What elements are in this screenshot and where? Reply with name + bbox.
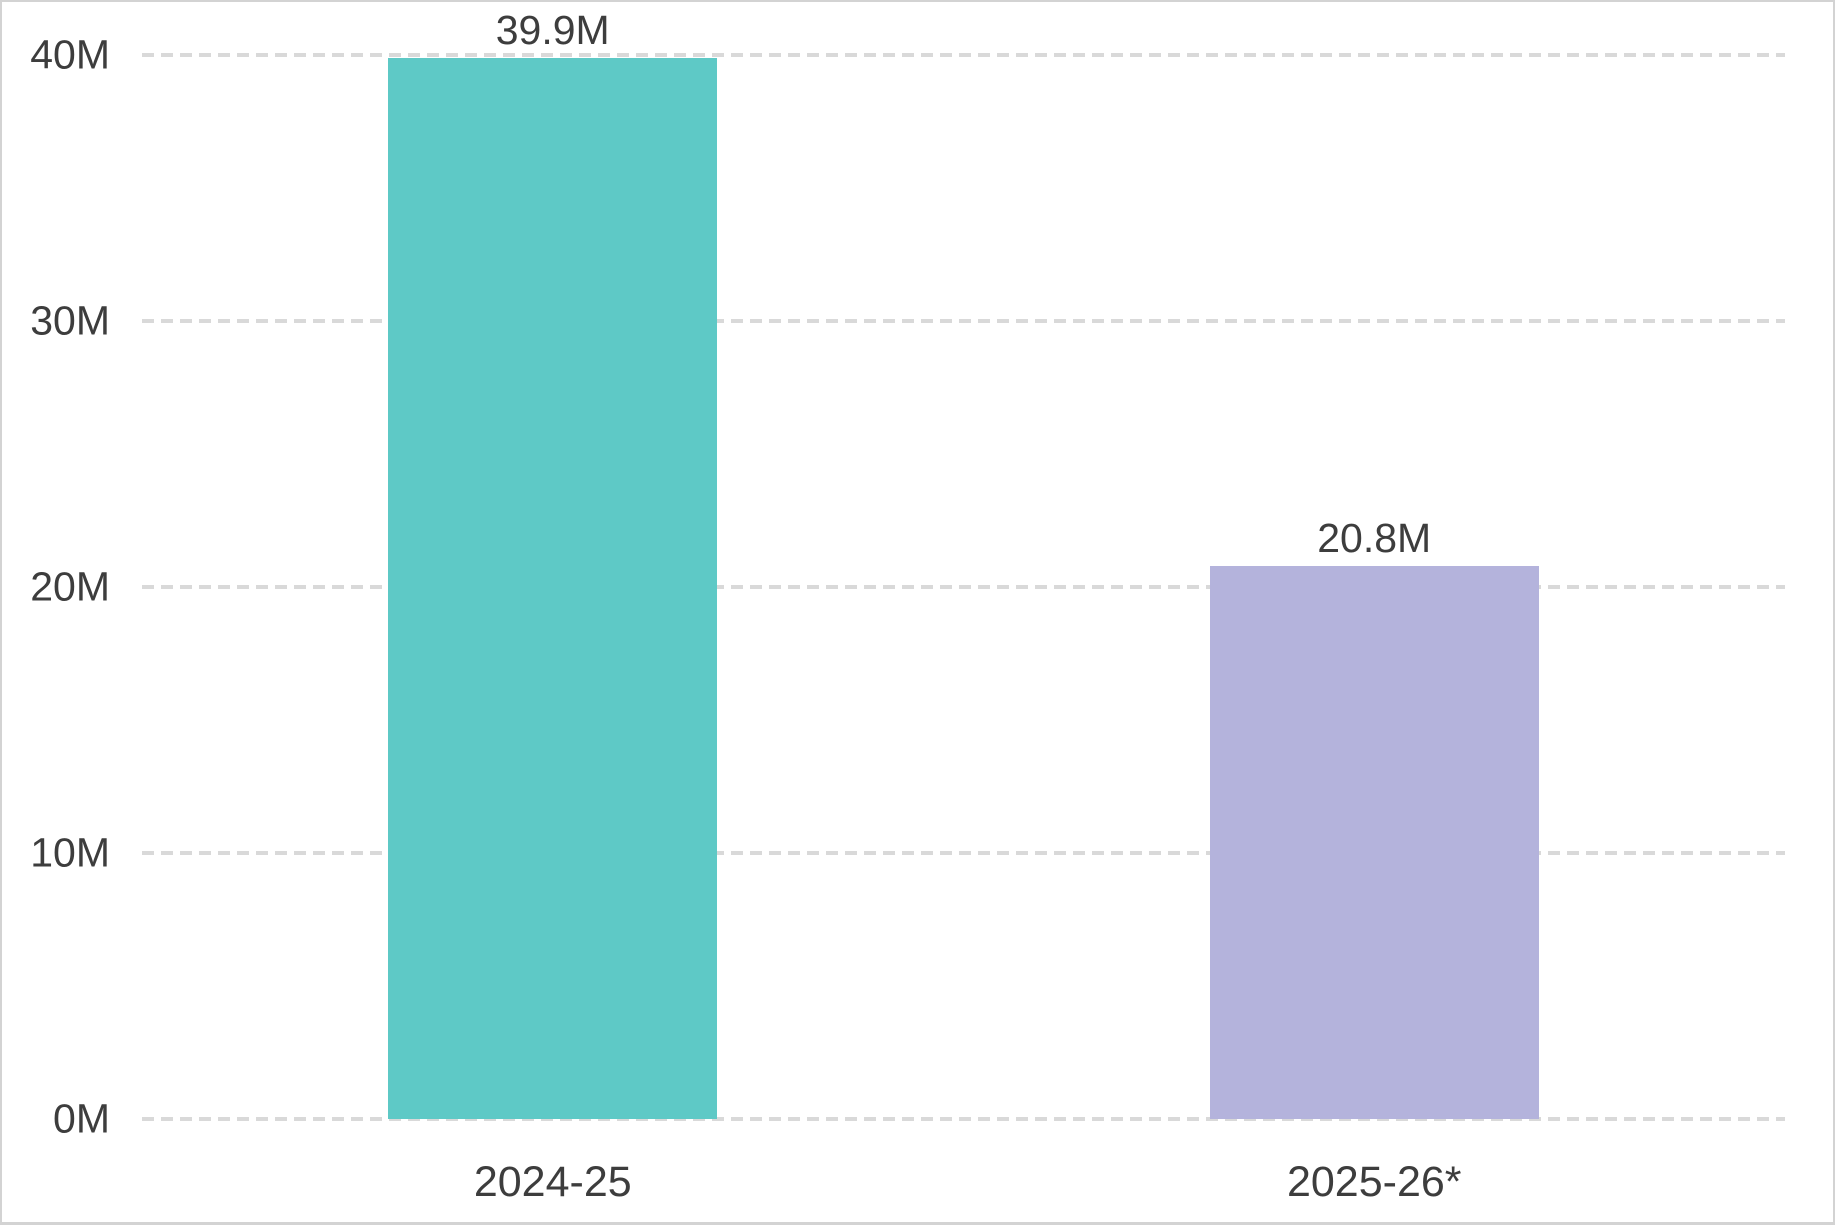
bar-group-2025-26: 20.8M (1209, 55, 1539, 1119)
bar-group-2024-25: 39.9M (388, 9, 718, 1119)
plot-area: 0M 10M 20M 30M 40M 39.9M 20.8M (30, 9, 1785, 1139)
bar-value-label-2025-26: 20.8M (1317, 514, 1432, 561)
gridline-0m: 0M (53, 1098, 1785, 1139)
bar-2024-25[interactable]: 39.9M (388, 9, 718, 1119)
bar-2025-26[interactable]: 20.8M (1209, 517, 1539, 1119)
y-axis-tick-label: 30M (30, 297, 110, 344)
y-axis-tick-label: 0M (53, 1095, 110, 1142)
x-axis: 2024-25 2025-26* (142, 1119, 1785, 1222)
gridline-10m: 10M (30, 832, 1785, 873)
y-axis-tick-label: 10M (30, 829, 110, 876)
gridline-30m: 30M (30, 300, 1785, 341)
x-axis-label-2024-25: 2024-25 (473, 1158, 632, 1206)
y-axis-tick-label: 40M (30, 31, 110, 78)
gridline-40m: 40M (30, 34, 1785, 75)
bar-value-label-2024-25: 39.9M (495, 6, 610, 53)
y-axis-tick-label: 20M (30, 563, 110, 610)
x-axis-label-2025-26: 2025-26* (1286, 1158, 1462, 1206)
gridline-20m: 20M (30, 566, 1785, 607)
